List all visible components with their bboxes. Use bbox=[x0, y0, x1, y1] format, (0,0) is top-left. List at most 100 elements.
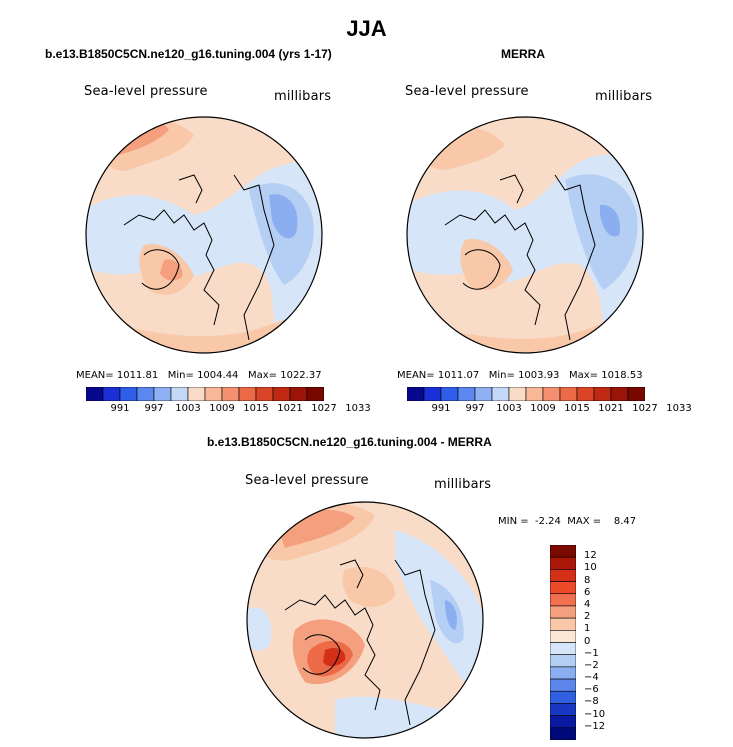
colorbar-swatch bbox=[550, 678, 576, 692]
min-label: MIN = bbox=[498, 516, 529, 527]
max-label: MAX = bbox=[567, 516, 602, 527]
colorbar-tick-label: 1027 bbox=[632, 403, 658, 414]
colorbar-tick-label: 4 bbox=[584, 598, 591, 610]
colorbar-panel-1-labels: 991 997 1003 1009 1015 1021 1027 1033 bbox=[86, 403, 370, 417]
colorbar-swatch bbox=[86, 387, 104, 401]
colorbar-swatch bbox=[153, 387, 172, 401]
colorbar-swatch bbox=[593, 387, 612, 401]
min-label: Min= bbox=[167, 370, 194, 381]
min-value: 1004.44 bbox=[197, 370, 239, 381]
panel-1-units: millibars bbox=[274, 89, 332, 104]
deep-low-region bbox=[600, 204, 621, 237]
colorbar-tick-label: 8 bbox=[584, 574, 591, 586]
min-label: Min= bbox=[488, 370, 515, 381]
colorbar-tick-label: 1033 bbox=[345, 403, 371, 414]
colorbar-tick-label: 997 bbox=[144, 403, 164, 414]
colorbar-swatch bbox=[440, 387, 459, 401]
colorbar-tick-label: 997 bbox=[465, 403, 485, 414]
warm-patch-core bbox=[160, 259, 183, 281]
colorbar-swatch bbox=[542, 387, 561, 401]
colorbar-tick-label: 1003 bbox=[496, 403, 522, 414]
colorbar-tick-label: 1015 bbox=[564, 403, 590, 414]
colorbar-tick-label: 1009 bbox=[209, 403, 235, 414]
max-value: 1018.53 bbox=[601, 370, 643, 381]
colorbar-swatch bbox=[119, 387, 138, 401]
colorbar-swatch bbox=[550, 569, 576, 582]
colorbar-tick-label: −2 bbox=[584, 659, 599, 671]
colorbar-swatch bbox=[550, 593, 576, 607]
colorbar-swatch bbox=[221, 387, 240, 401]
colorbar-tick-label: 1015 bbox=[243, 403, 269, 414]
colorbar-tick-label: 12 bbox=[584, 550, 597, 562]
colorbar-swatch bbox=[272, 387, 291, 401]
coastline bbox=[284, 559, 436, 726]
colorbar-swatch bbox=[550, 545, 576, 558]
colorbar-tick-label: 991 bbox=[431, 403, 451, 414]
colorbar-swatch bbox=[204, 387, 223, 401]
max-value: 8.47 bbox=[613, 516, 637, 527]
colorbar-panel-1 bbox=[86, 387, 324, 401]
colorbar-swatch bbox=[550, 581, 576, 595]
panel-3-title: b.e13.B1850C5CN.ne120_g16.tuning.004 - M… bbox=[207, 435, 492, 449]
colorbar-swatch bbox=[289, 387, 308, 401]
colorbar-tick-label: −6 bbox=[584, 684, 599, 696]
colorbar-tick-label: 6 bbox=[584, 586, 591, 598]
mean-value: 1011.07 bbox=[437, 370, 480, 381]
colorbar-swatch bbox=[491, 387, 510, 401]
colorbar-panel-3-labels: 12 10 8 6 4 2 1 0 −1 −2 −4 −6 −8 −10 −12 bbox=[584, 545, 624, 740]
warm-patch bbox=[460, 239, 513, 290]
colorbar-tick-label: 2 bbox=[584, 611, 591, 623]
colorbar-panel-2 bbox=[407, 387, 645, 401]
colorbar-swatch bbox=[423, 387, 442, 401]
mean-value: 1011.81 bbox=[116, 370, 159, 381]
panel-1-title: b.e13.B1850C5CN.ne120_g16.tuning.004 (yr… bbox=[45, 47, 332, 61]
colorbar-swatch bbox=[306, 387, 324, 401]
panel-3-variable: Sea-level pressure bbox=[245, 473, 369, 488]
colorbar-swatch bbox=[550, 556, 576, 570]
coastline bbox=[123, 174, 275, 341]
colorbar-tick-label: 991 bbox=[110, 403, 130, 414]
colorbar-tick-label: 1021 bbox=[277, 403, 303, 414]
map-panel-1 bbox=[85, 116, 323, 354]
colorbar-swatch bbox=[255, 387, 274, 401]
colorbar-panel-2-labels: 991 997 1003 1009 1015 1021 1027 1033 bbox=[407, 403, 691, 417]
colorbar-swatch bbox=[559, 387, 578, 401]
panel-3-units: millibars bbox=[434, 477, 492, 492]
colorbar-swatch bbox=[550, 605, 576, 619]
colorbar-panel-3 bbox=[550, 545, 576, 740]
negative-anomaly-west bbox=[247, 607, 272, 651]
colorbar-swatch bbox=[102, 387, 121, 401]
map-panel-2 bbox=[406, 116, 644, 354]
colorbar-tick-label: 1003 bbox=[175, 403, 201, 414]
colorbar-tick-label: 10 bbox=[584, 562, 597, 574]
colorbar-swatch bbox=[407, 387, 425, 401]
colorbar-swatch bbox=[627, 387, 645, 401]
colorbar-swatch bbox=[187, 387, 206, 401]
max-label: Max= bbox=[568, 370, 599, 381]
colorbar-swatch bbox=[525, 387, 544, 401]
panel-2-title: MERRA bbox=[501, 47, 545, 61]
colorbar-swatch bbox=[170, 387, 189, 401]
min-value: 1003.93 bbox=[518, 370, 560, 381]
panel-1-stats: MEAN= 1011.81 Min= 1004.44 Max= 1022.37 bbox=[76, 370, 322, 381]
mean-label: MEAN= bbox=[397, 370, 435, 381]
panel-3-stats: MIN = -2.24 MAX = 8.47 bbox=[498, 516, 636, 527]
coastline bbox=[444, 174, 596, 341]
colorbar-swatch bbox=[610, 387, 629, 401]
min-value: -2.24 bbox=[534, 516, 561, 527]
colorbar-swatch bbox=[508, 387, 527, 401]
max-label: Max= bbox=[247, 370, 278, 381]
map-panel-3 bbox=[246, 501, 484, 739]
colorbar-tick-label: 1 bbox=[584, 623, 591, 635]
panel-2-units: millibars bbox=[595, 89, 653, 104]
mean-label: MEAN= bbox=[76, 370, 114, 381]
deep-low-region bbox=[269, 194, 298, 239]
colorbar-tick-label: 1033 bbox=[666, 403, 692, 414]
colorbar-swatch bbox=[576, 387, 595, 401]
colorbar-tick-label: 1009 bbox=[530, 403, 556, 414]
max-value: 1022.37 bbox=[280, 370, 322, 381]
panel-1-variable: Sea-level pressure bbox=[84, 84, 208, 99]
colorbar-swatch bbox=[550, 630, 576, 643]
colorbar-swatch bbox=[474, 387, 493, 401]
figure-title: JJA bbox=[346, 16, 387, 41]
